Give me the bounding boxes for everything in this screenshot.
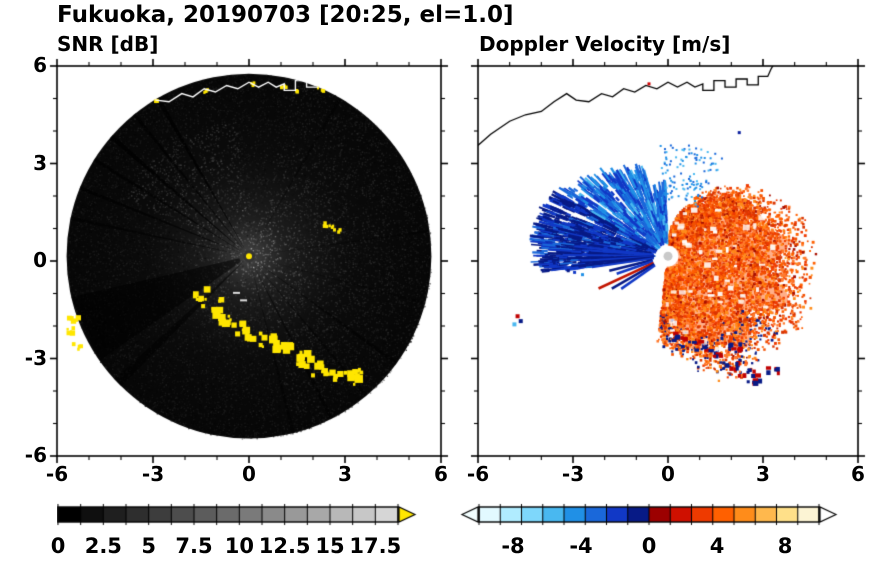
colorbar-tick-label: 8 bbox=[777, 534, 793, 558]
colorbar-tick-label: 0 bbox=[641, 534, 657, 558]
velocity-panel-title: Doppler Velocity [m/s] bbox=[479, 32, 731, 56]
x-tick-label: 3 bbox=[756, 462, 770, 486]
colorbar-tick-label: 5 bbox=[141, 534, 156, 558]
x-tick-label: -6 bbox=[45, 462, 69, 486]
y-tick-label: -3 bbox=[24, 345, 47, 370]
x-tick-label: 6 bbox=[851, 462, 865, 486]
colorbar-tick-label: 7.5 bbox=[175, 534, 213, 558]
snr-colorbar bbox=[57, 500, 417, 530]
x-tick-label: 0 bbox=[242, 462, 256, 486]
snr-plot bbox=[47, 56, 451, 466]
colorbar-tick-label: -4 bbox=[569, 534, 593, 558]
x-tick-label: 0 bbox=[661, 462, 675, 486]
x-tick-label: 3 bbox=[338, 462, 352, 486]
figure-title: Fukuoka, 20190703 [20:25, el=1.0] bbox=[57, 2, 514, 28]
x-tick-label: -6 bbox=[466, 462, 490, 486]
colorbar-tick-label: 0 bbox=[50, 534, 66, 558]
colorbar-tick-label: 2.5 bbox=[84, 534, 122, 558]
colorbar-tick-label: 15 bbox=[315, 534, 345, 558]
snr-panel-title: SNR [dB] bbox=[57, 32, 159, 56]
y-tick-label: -6 bbox=[24, 443, 47, 467]
x-tick-label: 6 bbox=[434, 462, 448, 486]
x-tick-label: -3 bbox=[561, 462, 585, 486]
x-tick-label: -3 bbox=[141, 462, 165, 486]
colorbar-tick-label: 12.5 bbox=[258, 534, 311, 558]
colorbar-tick-label: 10 bbox=[224, 534, 254, 558]
colorbar-tick-label: 4 bbox=[709, 534, 725, 558]
velocity-colorbar bbox=[460, 500, 838, 530]
velocity-plot bbox=[468, 56, 868, 466]
y-tick-label: 0 bbox=[33, 248, 47, 272]
colorbar-tick-label: 17.5 bbox=[349, 534, 402, 558]
y-tick-label: 3 bbox=[33, 150, 47, 175]
colorbar-tick-label: -8 bbox=[501, 534, 525, 558]
y-tick-label: 6 bbox=[33, 53, 47, 77]
